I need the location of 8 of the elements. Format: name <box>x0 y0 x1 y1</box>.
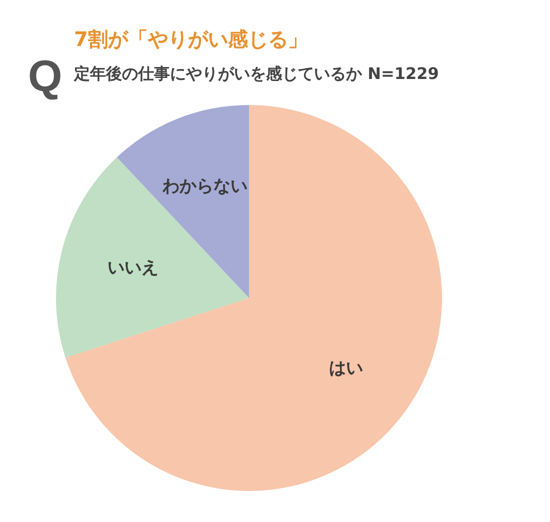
slice-label: いいえ <box>107 258 158 278</box>
slice-label: わからない <box>161 176 248 196</box>
pie-slice <box>65 105 442 491</box>
text: Q <box>28 52 62 102</box>
pie-slice <box>56 157 249 358</box>
chart-title: 7割が「やりがい感じる」 <box>74 26 308 53</box>
slice-label: はい <box>329 358 364 379</box>
chart-subtitle: 定年後の仕事にやりがいを感じているか N=1229 <box>74 64 439 85</box>
